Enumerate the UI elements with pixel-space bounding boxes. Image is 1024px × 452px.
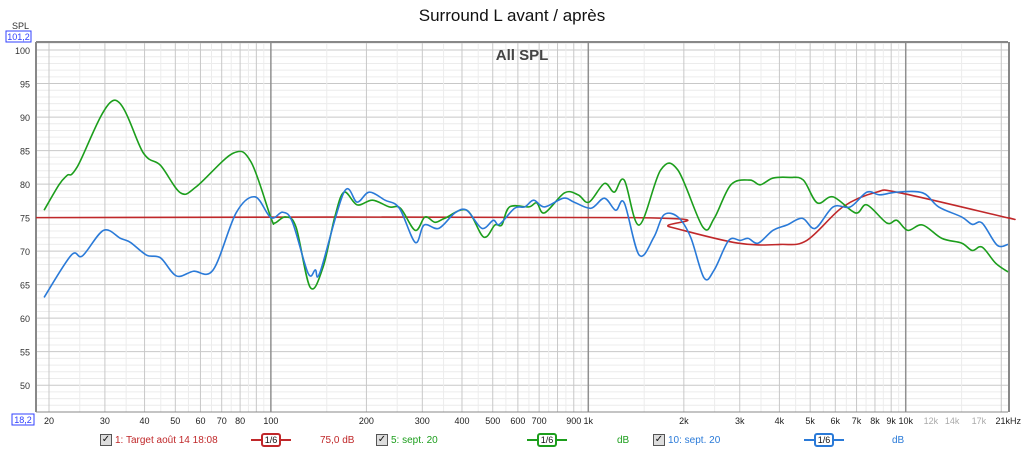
chart-title: All SPL [496, 47, 549, 64]
series-line-1 [35, 189, 1016, 246]
x-tick-label: 500 [485, 416, 500, 426]
x-tick-label: 21kHz [995, 416, 1021, 426]
series-3-checkbox[interactable]: ✓ [653, 434, 665, 446]
y-tick-label: 100 [15, 46, 30, 56]
series-1-value: 75,0 dB [320, 435, 355, 446]
series-3-smoothing-button[interactable]: 1/6 [804, 433, 844, 447]
series-1-smoothing: 1/6 [261, 433, 281, 447]
series-3-value: dB [892, 435, 905, 446]
x-tick-label: 10k [898, 416, 913, 426]
y-max-box [5, 30, 32, 43]
x-min-label: 18,2 [14, 415, 32, 425]
y-tick-label: 80 [20, 180, 30, 190]
x-tick-label: 14k [945, 416, 960, 426]
x-tick-label: 20 [44, 416, 54, 426]
x-tick-label: 300 [415, 416, 430, 426]
x-tick-label: 100 [263, 416, 278, 426]
y-tick-label: 65 [20, 281, 30, 291]
y-tick-label: 95 [20, 80, 30, 90]
y-tick-label: 50 [20, 381, 30, 391]
series-2-smoothing: 1/6 [537, 433, 557, 447]
series-2-value: dB [617, 435, 630, 446]
x-tick-label: 200 [359, 416, 374, 426]
y-tick-label: 75 [20, 214, 30, 224]
x-tick-label: 80 [235, 416, 245, 426]
x-tick-label: 50 [170, 416, 180, 426]
x-tick-label: 700 [532, 416, 547, 426]
window-title: Surround L avant / après [418, 6, 606, 25]
x-tick-label: 40 [140, 416, 150, 426]
x-min-box [11, 413, 35, 426]
y-tick-label: 90 [20, 113, 30, 123]
plot-area [36, 42, 1008, 412]
x-tick-label: 6k [831, 416, 841, 426]
series-1-smoothing-button[interactable]: 1/6 [251, 433, 291, 447]
series-line-3 [43, 188, 1009, 298]
y-tick-label: 70 [20, 247, 30, 257]
x-tick-label: 7k [852, 416, 862, 426]
y-axis-label: SPL [12, 21, 29, 31]
x-tick-label: 30 [100, 416, 110, 426]
series-3-smoothing: 1/6 [814, 433, 834, 447]
x-tick-label: 3k [735, 416, 745, 426]
series-2-name: 5: sept. 20 [391, 435, 438, 446]
x-tick-label: 5k [805, 416, 815, 426]
x-tick-label: 4k [775, 416, 785, 426]
series-2-checkbox[interactable]: ✓ [376, 434, 388, 446]
x-tick-label: 600 [510, 416, 525, 426]
series-line-2 [43, 99, 1009, 290]
x-tick-label: 900 [566, 416, 581, 426]
x-tick-label: 12k [924, 416, 939, 426]
y-max-label: 101,2 [7, 32, 30, 42]
y-tick-label: 60 [20, 314, 30, 324]
series-1-checkbox[interactable]: ✓ [100, 434, 112, 446]
x-tick-label: 8k [870, 416, 880, 426]
series-1-name: 1: Target août 14 18:08 [115, 435, 218, 446]
x-tick-label: 9k [886, 416, 896, 426]
x-tick-label: 2k [679, 416, 689, 426]
y-tick-label: 85 [20, 147, 30, 157]
series-3-name: 10: sept. 20 [668, 435, 721, 446]
x-tick-label: 60 [195, 416, 205, 426]
y-tick-label: 55 [20, 348, 30, 358]
x-tick-label: 70 [217, 416, 227, 426]
x-tick-label: 1k [584, 416, 594, 426]
series-2-smoothing-button[interactable]: 1/6 [527, 433, 567, 447]
x-tick-label: 17k [972, 416, 987, 426]
x-tick-label: 400 [454, 416, 469, 426]
